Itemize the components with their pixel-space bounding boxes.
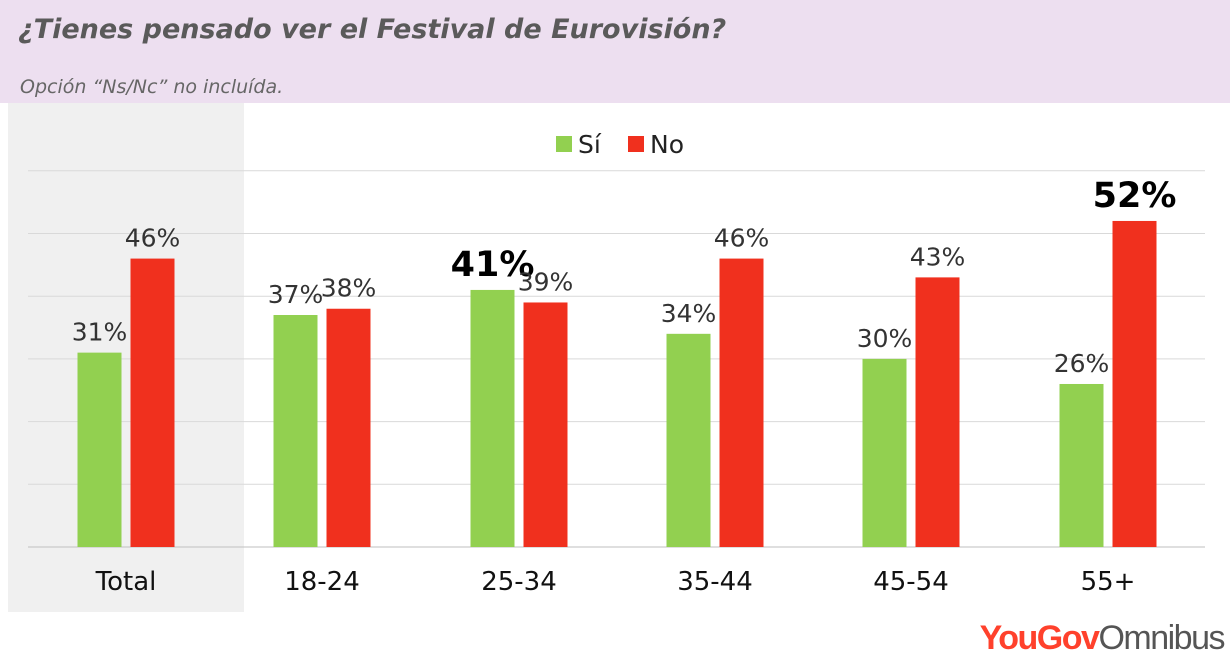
legend-label-si: Sí bbox=[578, 130, 602, 159]
chart-subtitle: Opción “Ns/Nc” no incluída. bbox=[20, 76, 284, 98]
bar-no-25-34 bbox=[523, 302, 568, 547]
chart-header: ¿Tienes pensado ver el Festival de Eurov… bbox=[0, 0, 1230, 103]
bar-no-35-44 bbox=[719, 258, 764, 547]
data-label-no-35-44: 46% bbox=[714, 224, 770, 253]
data-label-si-55+: 26% bbox=[1054, 349, 1110, 378]
bar-si-25-34 bbox=[470, 289, 515, 547]
data-label-si-25-34: 41% bbox=[451, 245, 535, 285]
data-label-no-55+: 52% bbox=[1093, 176, 1177, 216]
category-label-35-44: 35-44 bbox=[677, 567, 753, 597]
data-label-no-25-34: 39% bbox=[518, 267, 574, 296]
brand-omnibus: Omnibus bbox=[1098, 619, 1225, 657]
legend-swatch-si bbox=[556, 136, 572, 152]
bar-no-45-54 bbox=[915, 277, 960, 547]
total-column-background bbox=[8, 103, 244, 612]
category-label-18-24: 18-24 bbox=[284, 567, 360, 597]
bar-no-total bbox=[130, 258, 175, 547]
bar-si-18-24 bbox=[273, 315, 318, 547]
legend-swatch-no bbox=[628, 136, 644, 152]
data-label-si-total: 31% bbox=[72, 318, 128, 347]
bar-si-total bbox=[77, 352, 122, 547]
bar-si-45-54 bbox=[862, 358, 907, 547]
data-label-no-18-24: 38% bbox=[321, 274, 377, 303]
data-label-si-45-54: 30% bbox=[857, 324, 913, 353]
brand-logo: YouGovOmnibus bbox=[979, 619, 1226, 657]
category-label-total: Total bbox=[95, 567, 157, 597]
category-label-25-34: 25-34 bbox=[481, 567, 557, 597]
bar-chart: Sí No 31% 46% Total 37%38% 18-24 41%39% 25-34 34%… bbox=[8, 103, 1205, 612]
data-label-si-35-44: 34% bbox=[661, 299, 717, 328]
category-label-55+: 55+ bbox=[1081, 567, 1136, 597]
bar-no-55+ bbox=[1112, 220, 1157, 547]
data-label-no-45-54: 43% bbox=[910, 242, 966, 271]
legend-label-no: No bbox=[650, 130, 684, 159]
brand-yougov: YouGov bbox=[979, 619, 1100, 657]
data-label-si-18-24: 37% bbox=[268, 280, 324, 309]
chart-title: ¿Tienes pensado ver el Festival de Eurov… bbox=[18, 14, 727, 45]
category-label-45-54: 45-54 bbox=[873, 567, 949, 597]
bar-no-18-24 bbox=[326, 308, 371, 547]
bar-si-35-44 bbox=[666, 333, 711, 547]
data-label-no-total: 46% bbox=[125, 224, 181, 253]
bar-si-55+ bbox=[1059, 383, 1104, 547]
